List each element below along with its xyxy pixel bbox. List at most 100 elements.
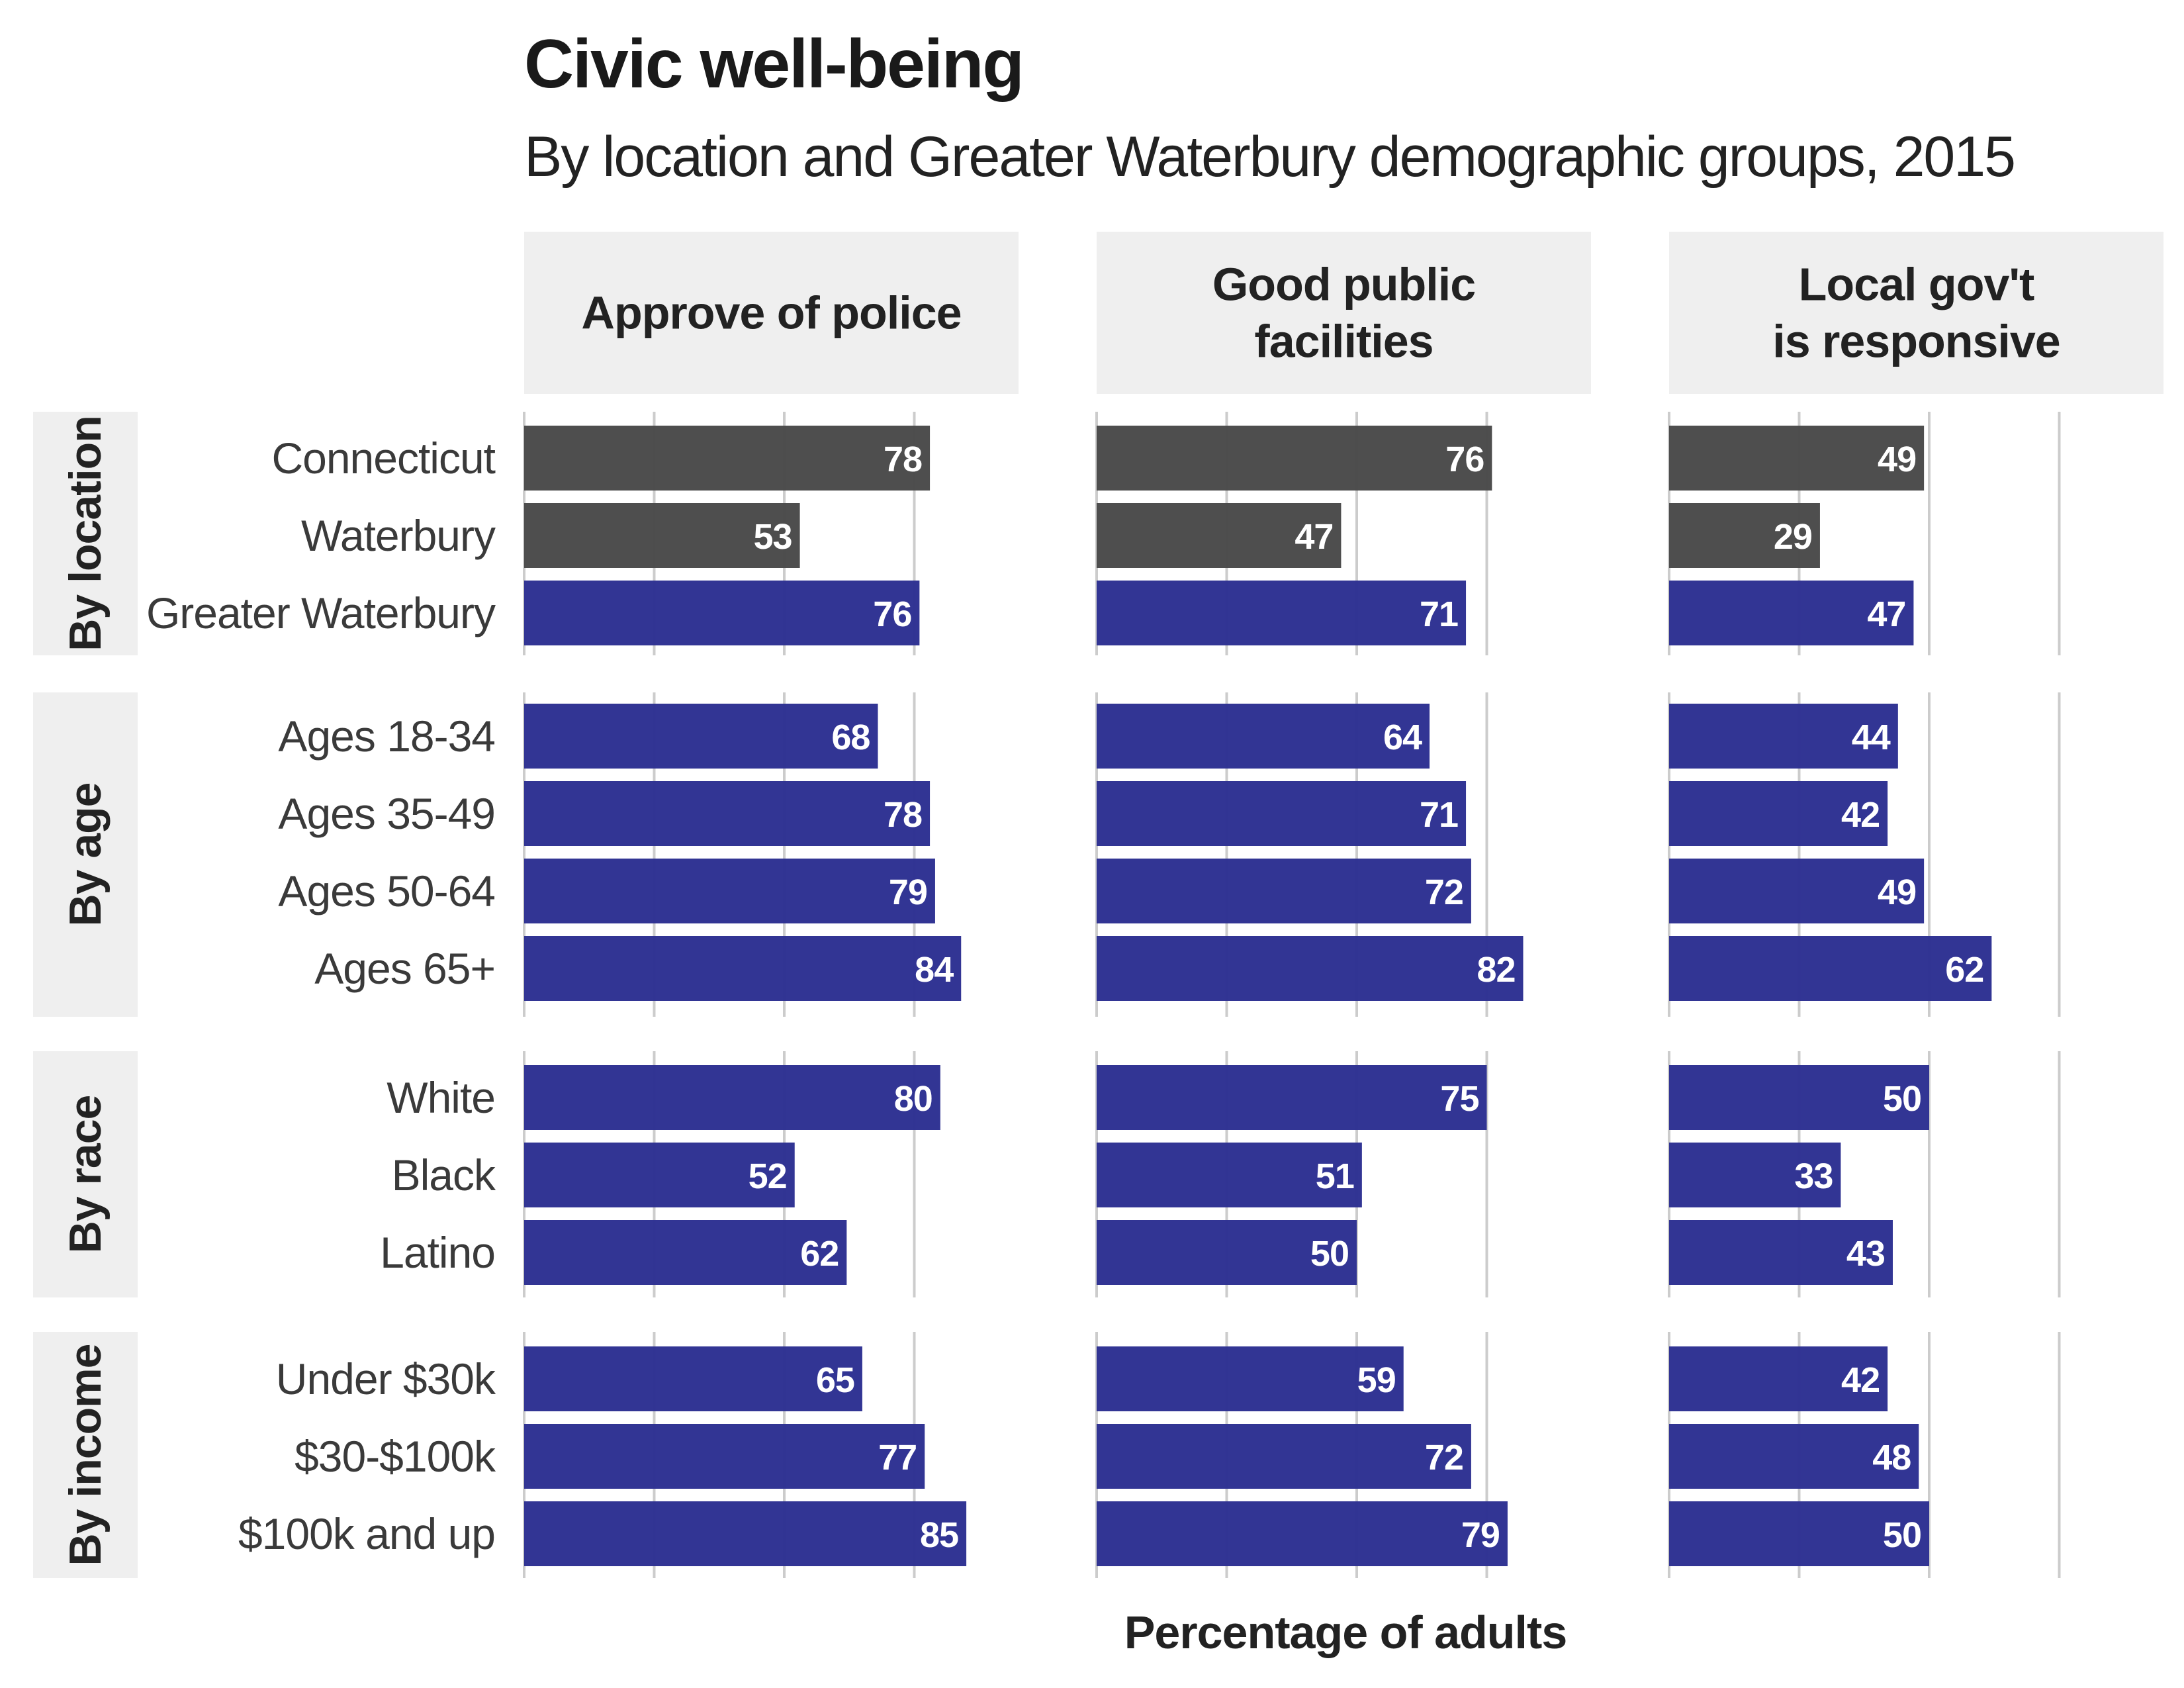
- value-label: 42: [1841, 1360, 1880, 1400]
- bar: [1669, 936, 1992, 1001]
- value-label: 52: [749, 1156, 787, 1196]
- group-strip: [33, 412, 138, 655]
- value-label: 33: [1794, 1156, 1833, 1196]
- bar: [1097, 426, 1492, 491]
- bar: [1669, 1346, 1888, 1411]
- value-label: 59: [1357, 1360, 1396, 1400]
- bar: [1097, 1501, 1508, 1566]
- bar: [1097, 936, 1524, 1001]
- chart-subtitle: By location and Greater Waterbury demogr…: [524, 125, 2016, 189]
- category-label: $30-$100k: [295, 1432, 496, 1481]
- value-label: 72: [1425, 1438, 1463, 1477]
- bar: [524, 1065, 940, 1130]
- value-label: 29: [1774, 517, 1812, 557]
- category-label: Ages 65+: [314, 944, 495, 993]
- category-label: Under $30k: [276, 1354, 496, 1403]
- value-label: 49: [1878, 440, 1916, 479]
- group-strip: [33, 1051, 138, 1297]
- bar: [1097, 503, 1342, 568]
- value-label: 71: [1420, 594, 1458, 634]
- category-label: White: [387, 1073, 495, 1122]
- group-label: By location: [60, 416, 111, 651]
- value-label: 76: [873, 594, 911, 634]
- bar: [1669, 859, 1925, 923]
- bar: [1669, 503, 1820, 568]
- group-label: By race: [60, 1096, 111, 1254]
- bar: [1097, 581, 1467, 645]
- value-label: 72: [1425, 872, 1463, 912]
- value-label: 82: [1477, 950, 1515, 990]
- category-label: Connecticut: [271, 434, 495, 483]
- bar: [1669, 704, 1898, 769]
- value-label: 71: [1420, 795, 1458, 835]
- bar: [1097, 1220, 1357, 1285]
- value-label: 80: [894, 1079, 933, 1119]
- bar: [524, 781, 931, 846]
- category-label: Latino: [380, 1228, 495, 1277]
- value-label: 42: [1841, 795, 1880, 835]
- bar: [524, 426, 931, 491]
- bar: [1669, 1220, 1893, 1285]
- value-label: 50: [1310, 1234, 1349, 1274]
- facet-strip: [524, 232, 1019, 394]
- category-label: Greater Waterbury: [146, 588, 496, 637]
- facet-strip: [1669, 232, 2163, 394]
- value-label: 76: [1445, 440, 1484, 479]
- value-label: 64: [1383, 718, 1422, 757]
- value-label: 79: [1461, 1515, 1500, 1555]
- value-label: 77: [878, 1438, 917, 1477]
- value-label: 47: [1867, 594, 1905, 634]
- bar: [1669, 781, 1888, 846]
- bar: [1669, 1065, 1929, 1130]
- value-label: 48: [1872, 1438, 1911, 1477]
- value-label: 50: [1883, 1515, 1921, 1555]
- category-label: Waterbury: [301, 511, 496, 560]
- bar: [1097, 1424, 1471, 1489]
- bar: [1097, 1346, 1404, 1411]
- x-axis-label: Percentage of adults: [1124, 1607, 1567, 1658]
- facet-label: Approve of police: [581, 287, 961, 339]
- group-label: By age: [60, 783, 111, 927]
- facet-label: Local gov't: [1799, 259, 2034, 310]
- facet-label: facilities: [1254, 316, 1433, 367]
- value-label: 68: [831, 718, 870, 757]
- facet-strips: Approve of police Good public facilities Lo…: [33, 232, 2163, 1578]
- group-strip: [33, 692, 138, 1017]
- bar: [1669, 1501, 1929, 1566]
- value-label: 43: [1846, 1234, 1885, 1274]
- category-label: Ages 18-34: [278, 712, 495, 761]
- bar: [1097, 859, 1471, 923]
- value-label: 44: [1852, 718, 1891, 757]
- value-label: 79: [889, 872, 927, 912]
- facet-label: is responsive: [1772, 316, 2060, 367]
- bar: [524, 1346, 862, 1411]
- bar: [524, 936, 962, 1001]
- value-label: 85: [920, 1515, 958, 1555]
- bar: [1669, 426, 1925, 491]
- bar: [1669, 1143, 1841, 1207]
- bar: [524, 503, 800, 568]
- bar: [1669, 1424, 1919, 1489]
- category-label: Ages 35-49: [278, 789, 495, 838]
- bars: [524, 426, 1992, 1566]
- category-label: $100k and up: [238, 1509, 495, 1558]
- group-strip: [33, 1332, 138, 1578]
- bar: [524, 1501, 967, 1566]
- bar: [1097, 1065, 1487, 1130]
- bar: [524, 581, 920, 645]
- value-label: 47: [1295, 517, 1333, 557]
- bar: [524, 859, 935, 923]
- value-label: 78: [884, 795, 922, 835]
- value-label: 51: [1316, 1156, 1354, 1196]
- value-label: 62: [1945, 950, 1983, 990]
- bar: [524, 1143, 795, 1207]
- category-label: Black: [392, 1150, 496, 1199]
- bar: [524, 704, 878, 769]
- value-label: 65: [816, 1360, 854, 1400]
- value-label: 78: [884, 440, 922, 479]
- bar: [1669, 581, 1914, 645]
- value-label: 62: [800, 1234, 839, 1274]
- value-label: 75: [1440, 1079, 1479, 1119]
- group-label: By income: [60, 1344, 111, 1566]
